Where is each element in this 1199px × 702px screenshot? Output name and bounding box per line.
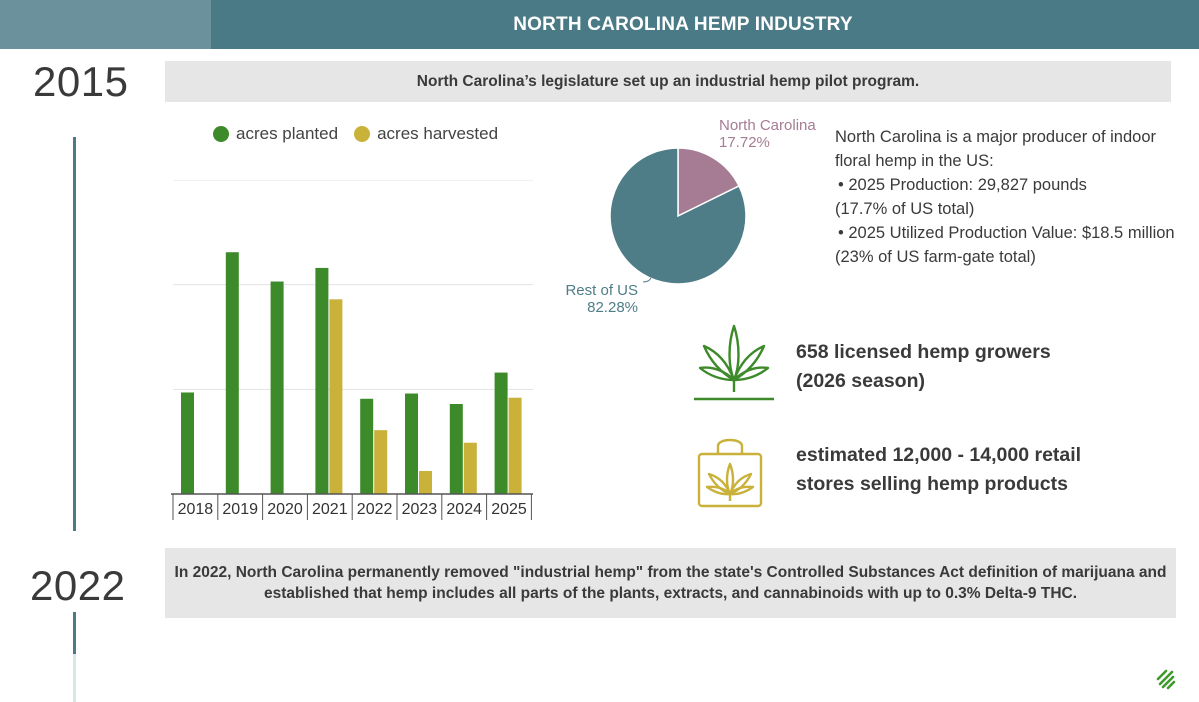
brand-logo-icon xyxy=(1156,669,1176,690)
timeline-event-2022-line1: In 2022, North Carolina permanently remo… xyxy=(174,564,1167,581)
timeline-line-fade xyxy=(73,654,76,702)
bar-planted-2018 xyxy=(181,392,194,494)
page-title: NORTH CAROLINA HEMP INDUSTRY xyxy=(513,14,853,35)
x-tick-label-2023: 2023 xyxy=(402,501,438,518)
timeline-event-2022-line2: established that hemp includes all parts… xyxy=(263,585,1078,602)
pie-label-nc-name: North Carolina xyxy=(719,117,816,134)
x-tick-label-2020: 2020 xyxy=(267,501,303,518)
pie-label-nc: North Carolina 17.72% xyxy=(719,117,816,151)
pie-label-rest: Rest of US 82.28% xyxy=(540,282,638,316)
stores-stat: estimated 12,000 - 14,000 retail stores … xyxy=(796,441,1081,499)
pie-label-rest-name: Rest of US xyxy=(565,282,638,299)
bar-planted-2021 xyxy=(315,267,329,494)
x-tick-label-2022: 2022 xyxy=(357,501,393,518)
stores-stat-line2: stores selling hemp products xyxy=(796,473,1068,495)
x-tick-label-2025: 2025 xyxy=(491,501,527,518)
timeline-year-2015: 2015 xyxy=(33,58,129,105)
header-accent-block xyxy=(0,0,211,49)
timeline-event-2022: In 2022, North Carolina permanently remo… xyxy=(165,548,1176,618)
bar-harvested-2021 xyxy=(329,299,343,494)
x-tick-label-2019: 2019 xyxy=(222,501,258,518)
legend-swatch-harvested xyxy=(354,126,371,142)
legend-label-harvested: acres harvested xyxy=(377,124,499,143)
header-bar xyxy=(211,0,1199,49)
timeline-event-2015: North Carolina’s legislature set up an i… xyxy=(165,61,1171,102)
legend-label-planted: acres planted xyxy=(236,124,339,143)
pie-slice-north-carolina xyxy=(677,147,741,218)
fact-intro-line2: floral hemp in the US: xyxy=(835,152,994,170)
growers-stat: 658 licensed hemp growers (2026 season) xyxy=(796,338,1051,396)
bar-planted-2025 xyxy=(494,372,508,494)
fact-production: • 2025 Production: 29,827 pounds xyxy=(838,176,1087,194)
fact-value-share: (23% of US farm-gate total) xyxy=(835,248,1036,266)
stores-stat-line1: estimated 12,000 - 14,000 retail xyxy=(796,444,1082,466)
bar-planted-2019 xyxy=(225,252,239,494)
legend-item-harvested: acres harvested xyxy=(354,124,498,144)
pie-leader-line xyxy=(642,277,652,283)
growers-stat-line2: (2026 season) xyxy=(796,370,925,392)
x-tick-label-2021: 2021 xyxy=(312,501,348,518)
pie-chart xyxy=(609,147,747,285)
shopping-bag-leaf-icon xyxy=(697,438,763,508)
hemp-leaf-icon xyxy=(694,324,774,401)
bar-chart: 2018 2019 2020 2021 2022 2023 2024 2025 xyxy=(171,180,533,520)
timeline-line-2022 xyxy=(73,612,76,654)
fact-value: • 2025 Utilized Production Value: $18.5 … xyxy=(838,224,1175,242)
legend-swatch-planted xyxy=(213,126,229,142)
fact-production-share: (17.7% of US total) xyxy=(835,200,975,218)
bar-harvested-2023 xyxy=(419,470,432,494)
timeline-year-2022: 2022 xyxy=(30,562,126,609)
bar-harvested-2024 xyxy=(463,442,477,494)
pie-label-nc-pct: 17.72% xyxy=(719,134,770,151)
fact-intro-line1: North Carolina is a major producer of in… xyxy=(835,128,1156,146)
x-tick-label-2024: 2024 xyxy=(446,501,482,518)
bar-planted-2022 xyxy=(360,398,374,494)
bar-planted-2024 xyxy=(449,403,463,494)
pie-label-rest-pct: 82.28% xyxy=(587,299,638,316)
x-tick-label-2018: 2018 xyxy=(178,501,214,518)
timeline-line xyxy=(73,137,76,531)
bar-harvested-2022 xyxy=(374,430,388,494)
legend-item-planted: acres planted xyxy=(213,124,338,144)
chart-legend: acres planted acres harvested xyxy=(213,124,498,144)
growers-stat-line1: 658 licensed hemp growers xyxy=(796,341,1051,363)
bar-harvested-2025 xyxy=(508,397,522,494)
pie-slice-rest-of-us xyxy=(609,147,747,285)
bar-planted-2020 xyxy=(270,281,284,494)
bar-planted-2023 xyxy=(405,393,418,494)
floral-hemp-facts: North Carolina is a major producer of in… xyxy=(835,125,1185,269)
